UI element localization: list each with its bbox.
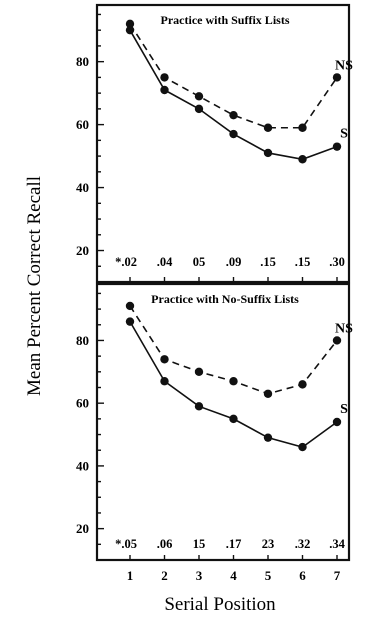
- p-value-label-5: 23: [262, 537, 275, 551]
- x-tick-label-1: 1: [127, 568, 134, 583]
- data-point-ns-1: [125, 301, 135, 311]
- data-point-s-2: [160, 85, 169, 95]
- y-tick-label-80: 80: [76, 54, 89, 69]
- y-tick-label-40: 40: [76, 180, 89, 195]
- x-tick-label-7: 7: [334, 568, 341, 583]
- data-point-s-6: [298, 442, 307, 452]
- data-point-ns-2: [160, 73, 169, 82]
- series-label-ns: NS: [335, 321, 353, 336]
- data-point-s-1: [125, 25, 135, 35]
- panel-title: Practice with No-Suffix Lists: [151, 292, 299, 306]
- series-line-s: [129, 29, 338, 161]
- p-value-label-6: .15: [295, 255, 311, 269]
- data-point-s-4: [229, 129, 238, 139]
- data-point-ns-2: [160, 355, 169, 364]
- series-label-s: S: [340, 127, 348, 142]
- panel-suffix: 20 40 60 80 Practice with Suffix Lists NS S *.0…: [76, 3, 353, 284]
- p-value-label-1: *.02: [115, 255, 137, 269]
- p-value-label-7: .30: [329, 255, 345, 269]
- data-point-ns-5: [263, 389, 273, 398]
- p-value-label-3: 15: [193, 537, 206, 551]
- x-tick-label-3: 3: [196, 568, 203, 583]
- data-point-s-3: [194, 104, 204, 114]
- data-point-ns-7: [332, 336, 342, 345]
- panel-no-suffix: 20 40 60 80 Practice with No-Suffix Lists NS S…: [76, 282, 353, 583]
- data-point-ns-4: [229, 377, 238, 386]
- x-tick-label-4: 4: [230, 568, 237, 583]
- data-point-s-2: [160, 377, 169, 386]
- y-tick-label-80: 80: [76, 333, 89, 348]
- data-point-ns-4: [229, 110, 238, 120]
- data-point-ns-3: [194, 367, 204, 377]
- data-point-s-7: [332, 142, 342, 151]
- p-value-label-1: *.05: [115, 537, 137, 551]
- series-label-s: S: [340, 402, 348, 417]
- y-tick-label-40: 40: [76, 458, 89, 473]
- p-value-label-7: .34: [329, 537, 345, 551]
- x-tick-label-5: 5: [265, 568, 272, 583]
- panel-frame-no-suffix: [95, 282, 351, 562]
- data-point-ns-6: [298, 123, 307, 132]
- x-tick-label-2: 2: [161, 568, 168, 583]
- data-point-s-1: [125, 317, 135, 326]
- data-point-s-6: [298, 155, 307, 164]
- panel-title: Practice with Suffix Lists: [161, 13, 290, 27]
- y-tick-label-20: 20: [76, 521, 89, 536]
- p-value-label-2: .04: [157, 255, 173, 269]
- data-point-ns-6: [298, 380, 307, 389]
- y-tick-label-20: 20: [76, 243, 89, 258]
- panel-frame-suffix: [95, 3, 351, 284]
- series-label-ns: NS: [335, 58, 353, 73]
- p-value-label-5: .15: [260, 255, 276, 269]
- data-point-s-5: [263, 148, 273, 158]
- x-axis-label: Serial Position: [164, 594, 276, 615]
- data-point-s-5: [263, 433, 273, 442]
- p-value-label-4: .09: [226, 255, 242, 269]
- y-tick-label-60: 60: [76, 396, 89, 411]
- y-axis-label: Mean Percent Correct Recall: [24, 176, 45, 396]
- p-value-label-6: .32: [295, 537, 311, 551]
- p-value-label-4: .17: [226, 537, 242, 551]
- x-tick-label-6: 6: [299, 568, 306, 583]
- data-point-s-3: [194, 402, 204, 411]
- data-point-ns-1: [125, 19, 135, 29]
- data-point-ns-7: [332, 73, 342, 82]
- y-tick-label-60: 60: [76, 117, 89, 132]
- p-value-label-2: .06: [157, 537, 173, 551]
- data-point-s-7: [332, 417, 342, 427]
- data-point-ns-3: [194, 92, 204, 101]
- p-value-label-3: 05: [193, 255, 206, 269]
- data-point-s-4: [229, 414, 238, 424]
- data-point-ns-5: [263, 123, 273, 132]
